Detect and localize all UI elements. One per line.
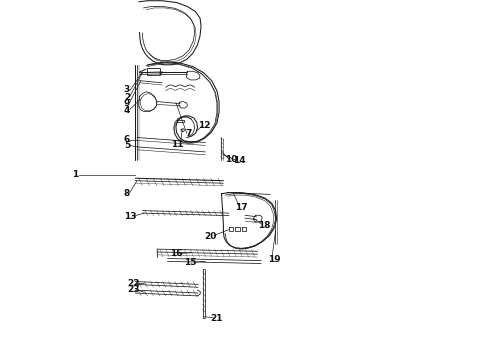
Text: 14: 14 bbox=[233, 156, 245, 165]
Text: 17: 17 bbox=[235, 202, 248, 211]
Text: 2: 2 bbox=[124, 93, 130, 102]
FancyBboxPatch shape bbox=[147, 68, 160, 75]
Text: 19: 19 bbox=[268, 255, 281, 264]
Text: 21: 21 bbox=[211, 314, 223, 323]
Text: 15: 15 bbox=[184, 258, 196, 266]
Text: 16: 16 bbox=[170, 249, 182, 258]
Text: 1: 1 bbox=[72, 170, 78, 179]
Text: 6: 6 bbox=[124, 135, 130, 144]
Text: 4: 4 bbox=[124, 106, 130, 115]
Text: 10: 10 bbox=[225, 155, 238, 164]
Text: 3: 3 bbox=[124, 85, 130, 94]
Text: 9: 9 bbox=[124, 99, 130, 108]
Text: 7: 7 bbox=[186, 129, 192, 138]
Text: 22: 22 bbox=[127, 279, 140, 288]
Text: 11: 11 bbox=[171, 140, 184, 149]
Text: 12: 12 bbox=[197, 121, 210, 130]
Text: 13: 13 bbox=[123, 212, 136, 221]
Text: 23: 23 bbox=[127, 285, 140, 294]
Text: 20: 20 bbox=[204, 232, 217, 241]
Text: 8: 8 bbox=[124, 189, 130, 198]
Text: 18: 18 bbox=[258, 220, 270, 230]
Text: 5: 5 bbox=[124, 141, 130, 150]
